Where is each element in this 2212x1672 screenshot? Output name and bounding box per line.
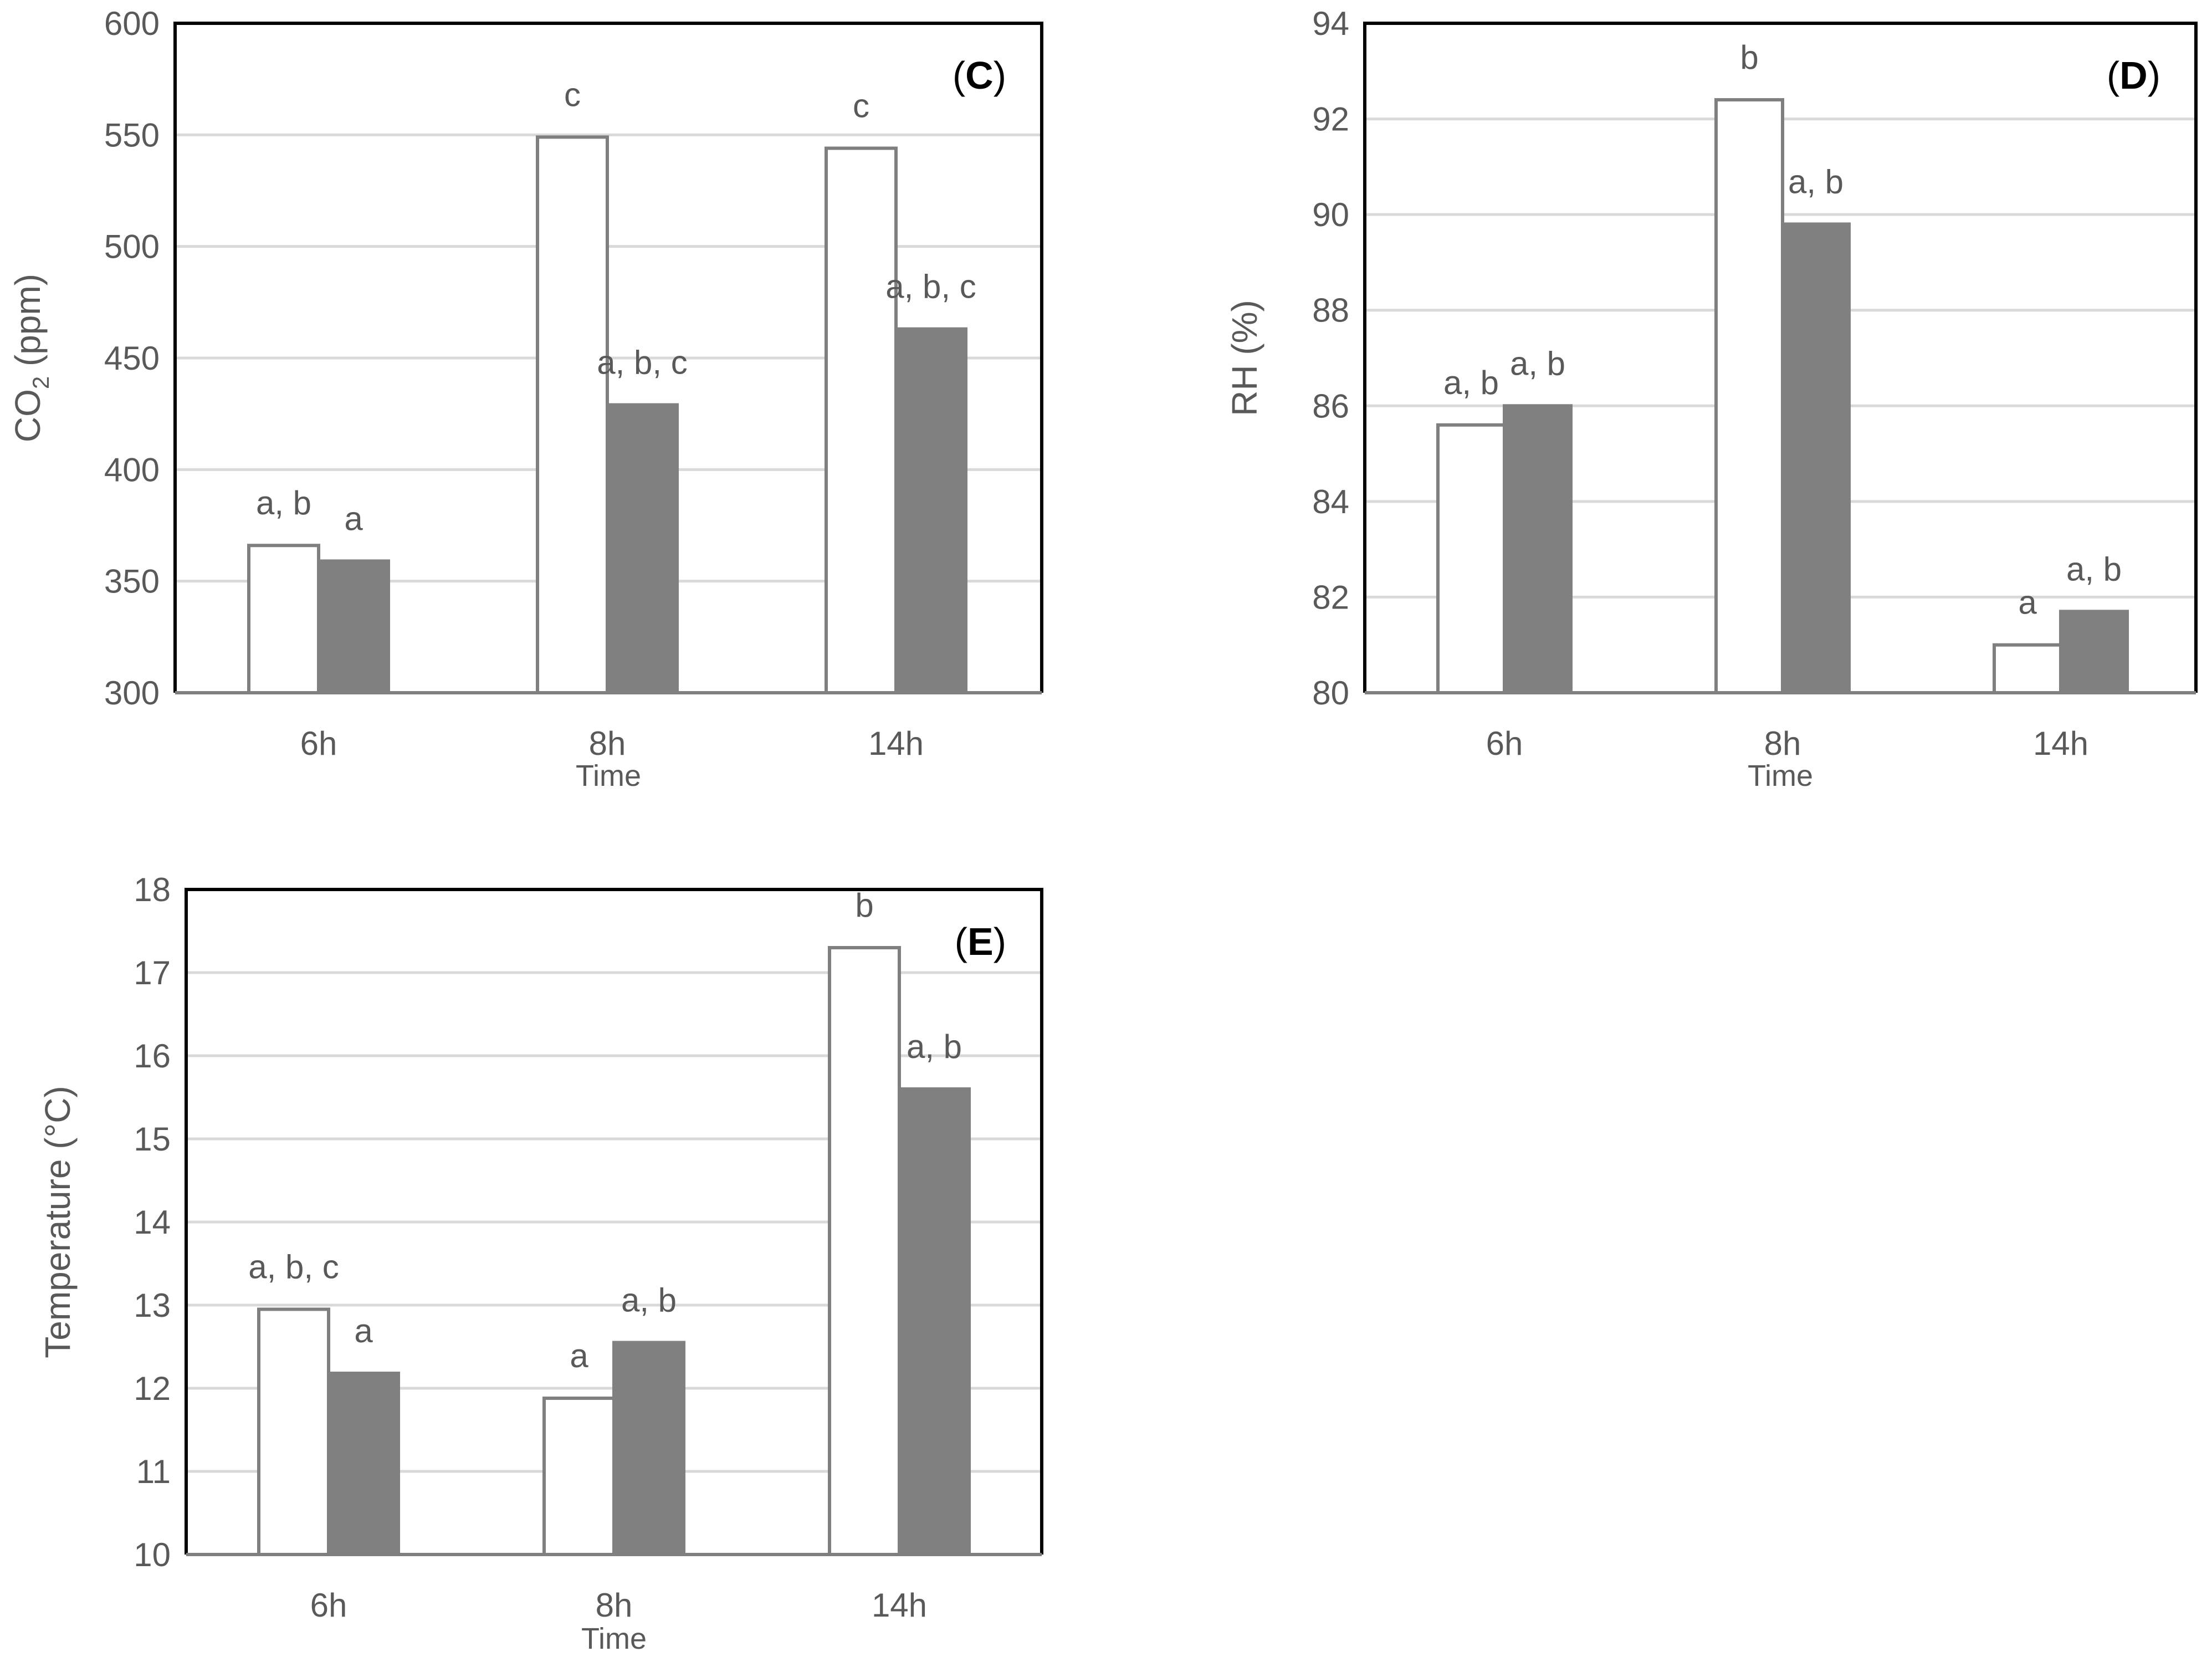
plot-border xyxy=(1363,22,2198,693)
significance-label: a, b, c xyxy=(248,1249,339,1286)
significance-label: a xyxy=(344,500,363,537)
y-tick-label: 10 xyxy=(134,1536,171,1573)
bar-series-2-8h xyxy=(1781,222,1851,694)
significance-label: a, b xyxy=(1443,364,1499,401)
y-tick-label: 12 xyxy=(134,1370,171,1407)
y-tick-label: 90 xyxy=(1312,196,1349,233)
panel-label: (D) xyxy=(2107,54,2160,97)
panel-label: (E) xyxy=(955,920,1006,963)
bar-series-1-6h xyxy=(247,544,320,694)
y-tick-label: 550 xyxy=(104,116,160,154)
y-tick-label: 15 xyxy=(134,1121,171,1158)
x-axis-title: Time xyxy=(576,759,641,792)
x-axis-title: Time xyxy=(581,1622,647,1655)
y-axis-title: CO2 (ppm) xyxy=(8,274,54,442)
x-tick-label: 6h xyxy=(1486,725,1523,762)
significance-label: a, b, c xyxy=(597,344,687,381)
chart-panel-c: 300 350 400 450 500 550 600 a, b c c a a, b, c a, b,… xyxy=(8,5,1043,792)
y-tick-label: 80 xyxy=(1312,674,1349,712)
panel-label: (C) xyxy=(953,54,1006,97)
significance-label: c xyxy=(564,76,581,113)
bar-series-2-14h xyxy=(2059,610,2129,695)
significance-label: a xyxy=(354,1312,373,1349)
bar-series-2-8h xyxy=(612,1341,685,1556)
bar-series-2-14h xyxy=(894,327,967,694)
bar-series-1-6h xyxy=(1436,423,1506,694)
significance-label: a, b xyxy=(1510,345,1565,382)
bar-series-2-6h xyxy=(327,1372,400,1556)
y-tick-label: 86 xyxy=(1312,387,1349,425)
y-tick-label: 82 xyxy=(1312,579,1349,616)
x-tick-label: 14h xyxy=(2033,725,2088,762)
y-tick-label: 88 xyxy=(1312,292,1349,329)
bar-series-2-8h xyxy=(606,403,679,694)
y-tick-label: 18 xyxy=(134,871,171,908)
x-tick-label: 8h xyxy=(1764,725,1801,762)
y-tick-label: 600 xyxy=(104,5,160,42)
bar-series-2-14h xyxy=(898,1087,971,1556)
bar-series-1-8h xyxy=(1714,98,1784,695)
y-tick-label: 300 xyxy=(104,674,160,712)
bar-series-2-6h xyxy=(1503,404,1573,694)
x-tick-label: 6h xyxy=(310,1587,347,1624)
x-tick-label: 8h xyxy=(589,725,626,762)
significance-label: a xyxy=(2018,584,2037,621)
y-tick-label: 16 xyxy=(134,1037,171,1075)
bar-series-1-14h xyxy=(828,946,901,1556)
plot-border xyxy=(185,888,1043,1555)
y-axis-title: RH (%) xyxy=(1225,300,1264,416)
y-tick-label: 11 xyxy=(136,1453,171,1490)
y-tick-label: 14 xyxy=(134,1204,171,1241)
bar-series-2-6h xyxy=(317,559,390,695)
x-tick-label: 14h xyxy=(868,725,924,762)
bar-series-1-6h xyxy=(257,1307,330,1556)
significance-label: a, b xyxy=(256,484,311,521)
significance-label: a, b xyxy=(621,1282,677,1319)
significance-label: a, b xyxy=(1788,163,1844,200)
y-tick-label: 13 xyxy=(134,1287,171,1324)
bar-series-1-14h xyxy=(825,146,898,694)
chart-panel-d: 80 82 84 86 88 90 92 94 a, b b a a, b a, b a, b 6h 8h 14… xyxy=(1225,5,2198,792)
bar-series-1-8h xyxy=(542,1397,616,1556)
bar-series-1-8h xyxy=(536,135,609,695)
x-tick-label: 6h xyxy=(300,725,337,762)
significance-label: a, b, c xyxy=(885,268,976,305)
y-tick-label: 500 xyxy=(104,228,160,265)
chart-panel-e: 10 11 12 13 14 15 16 17 18 a, b, c a b a a, b a, b 6h 8h… xyxy=(38,871,1043,1655)
x-tick-label: 8h xyxy=(596,1587,633,1624)
y-tick-label: 84 xyxy=(1312,483,1349,520)
y-axis-title: Temperature (°C) xyxy=(38,1086,78,1358)
x-tick-label: 14h xyxy=(872,1587,927,1624)
y-tick-label: 400 xyxy=(104,451,160,488)
y-tick-label: 350 xyxy=(104,563,160,600)
significance-label: a, b xyxy=(907,1028,962,1065)
plot-border xyxy=(173,22,1043,693)
y-tick-label: 17 xyxy=(134,954,171,991)
significance-label: b xyxy=(1740,39,1758,76)
significance-label: a xyxy=(570,1337,588,1374)
x-axis-title: Time xyxy=(1748,759,1813,792)
y-tick-label: 92 xyxy=(1312,101,1349,138)
y-tick-label: 94 xyxy=(1312,5,1349,42)
significance-label: c xyxy=(853,87,869,124)
significance-label: a, b xyxy=(2066,550,2122,587)
significance-label: b xyxy=(855,887,873,924)
bar-series-1-14h xyxy=(1993,643,2062,694)
y-tick-label: 450 xyxy=(104,340,160,377)
